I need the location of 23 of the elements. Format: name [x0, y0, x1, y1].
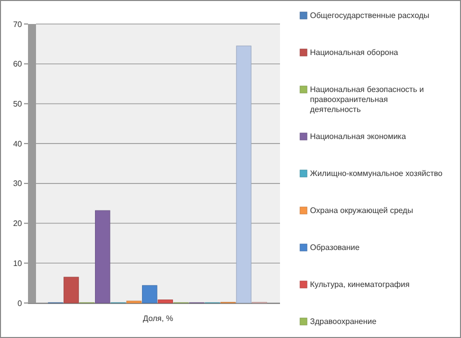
bar: [95, 210, 110, 304]
bar: [158, 300, 173, 304]
y-tick-label: 40: [13, 139, 23, 148]
y-tick-label: 10: [13, 258, 23, 268]
legend-label: Охрана окружающей среды: [310, 206, 414, 215]
x-tick-label: Доля, %: [142, 314, 174, 323]
bar: [64, 276, 79, 304]
y-tick-label: 70: [13, 20, 23, 29]
legend-label: Культура, кинематография: [310, 280, 410, 289]
legend-label: Жилищно-коммунальное хозяйство: [310, 169, 444, 178]
legend-label: Здравоохранение: [310, 317, 378, 326]
y-tick-label: 60: [13, 60, 23, 69]
legend-label: Образование: [310, 243, 360, 252]
y-tick-label: 20: [13, 219, 23, 228]
y-tick-label: 50: [13, 100, 23, 109]
y-tick-label: 0: [18, 298, 23, 308]
legend-label: Национальная оборона: [310, 48, 399, 57]
bar: [142, 285, 158, 304]
bar: [236, 46, 252, 304]
legend-label: Национальная экономика: [310, 132, 406, 141]
y-tick-label: 30: [13, 179, 23, 188]
legend-label: Национальная безопасность и правоохранительная деятельность: [310, 85, 424, 114]
legend-label: Общегосударственные расходы: [310, 11, 430, 20]
